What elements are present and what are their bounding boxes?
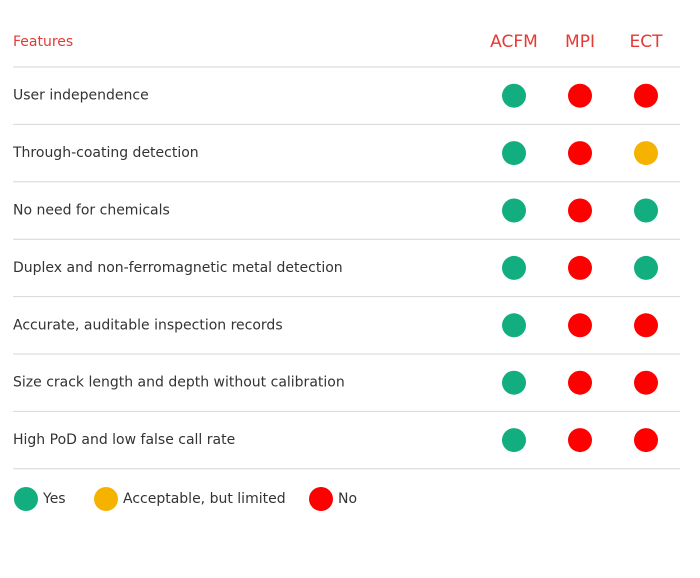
rating-dot [634,255,658,280]
row-label: No need for chemicals [13,203,170,219]
rating-dot [634,313,658,338]
rating-dot [568,428,592,453]
rating-dot [568,198,592,223]
rating-dot [502,83,526,108]
rating-dot [568,141,592,166]
legend-label: No [338,491,357,507]
rating-dot [502,198,526,223]
rating-dot [568,313,592,338]
rating-dot [502,255,526,280]
rating-dot [634,370,658,395]
rating-dot [502,370,526,395]
rating-dot [568,370,592,395]
legend-dot [14,487,38,511]
legend-label: Acceptable, but limited [123,491,286,507]
rating-dot [568,255,592,280]
rating-dot [502,428,526,453]
column-header: ECT [630,32,664,52]
row-label: High PoD and low false call rate [13,432,235,448]
row-label: Accurate, auditable inspection records [13,317,283,333]
row-label: Duplex and non-ferromagnetic metal detec… [13,260,343,276]
rating-dot [634,428,658,453]
legend-dot [94,487,118,511]
rating-dot [502,141,526,166]
column-header: MPI [565,32,595,52]
rating-dot [502,313,526,338]
column-header: ACFM [490,32,538,52]
rating-dot [634,83,658,108]
legend-label: Yes [42,491,66,507]
rating-dot [634,198,658,223]
legend-dot [309,487,333,511]
header-features: Features [13,34,73,50]
row-label: Size crack length and depth without cali… [13,375,345,391]
row-label: Through-coating detection [12,145,199,161]
rating-dot [568,83,592,108]
row-label: User independence [13,88,149,104]
rating-dot [634,141,658,166]
